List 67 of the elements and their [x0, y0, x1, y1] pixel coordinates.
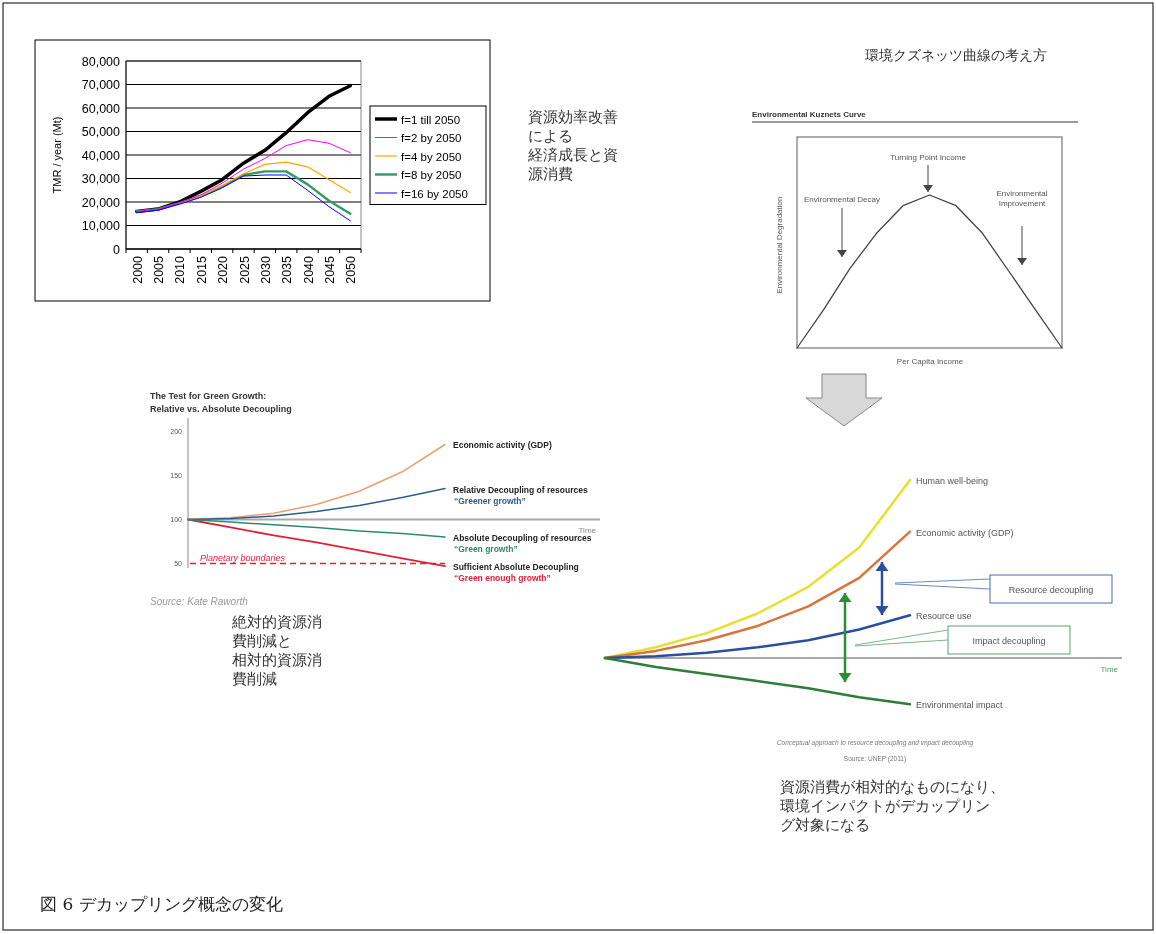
line-series — [136, 174, 351, 222]
y-tick-label: 60,000 — [81, 101, 121, 116]
text: “Greener growth” — [454, 495, 526, 506]
x-tick-label: 2025 — [237, 255, 252, 284]
series-label: Resource use — [916, 611, 972, 622]
text: 絶対的資源消 — [231, 613, 322, 630]
annotation: Environmental Decay — [803, 195, 881, 204]
y-tick-label: 0 — [113, 242, 121, 257]
series-label: Environmental impact — [916, 700, 1004, 711]
x-tick-label: 2035 — [280, 255, 295, 284]
y-tick-label: 40,000 — [81, 148, 121, 163]
series-label: Absolute Decoupling of resources — [453, 533, 592, 544]
text: 費削減と — [232, 632, 292, 649]
x-tick-label: 2015 — [194, 255, 209, 284]
text: 環境インパクトがデカップリン — [780, 797, 990, 814]
y-tick-label: 10,000 — [81, 219, 121, 233]
ref-line-label: Time — [1100, 665, 1119, 674]
series-label: Economic activity (GDP) — [916, 527, 1014, 538]
line-series — [136, 139, 351, 212]
x-tick-label: 2045 — [322, 255, 337, 284]
legend-label: f=4 by 2050 — [401, 150, 462, 163]
text: Resource decoupling — [1008, 585, 1094, 595]
legend-label: f=16 by 2050 — [401, 187, 468, 200]
text: 経済成長と資 — [527, 146, 618, 163]
x-tick-label: 2030 — [258, 255, 273, 284]
y-tick-label: 30,000 — [81, 172, 121, 186]
text: 資源消費が相対的なものになり、 — [780, 778, 1005, 795]
legend-label: f=2 by 2050 — [401, 132, 462, 144]
x-tick-label: 2020 — [216, 255, 231, 284]
y-tick-label: 80,000 — [81, 54, 121, 69]
x-tick-label: 2010 — [173, 255, 188, 284]
text: 図 6 デカップリング概念の変化 — [40, 894, 283, 914]
y-tick-label: 50,000 — [81, 125, 121, 139]
line-series — [135, 170, 352, 215]
y-axis-title: TMR / year (Mt) — [51, 116, 63, 194]
chart-title: 環境クズネッツ曲線の考え方 — [865, 47, 1047, 63]
ref-line-label: Planetary boundaries — [200, 552, 286, 563]
series-label: Sufficient Absolute Decoupling — [453, 562, 579, 573]
text: Turning Point Income — [890, 153, 967, 162]
text: “Green growth” — [454, 544, 518, 555]
x-tick-label: 2050 — [344, 255, 359, 284]
chart-title: The Test for Green Growth: Relative vs. Absolute Decoupling — [150, 391, 292, 414]
ref-line-label: Time — [578, 526, 597, 536]
text: 費削減 — [232, 670, 277, 687]
x-axis-title: Per Capita Income — [896, 357, 964, 366]
x-tick-label: 2005 — [152, 255, 167, 284]
chart-subtitle: Environmental Kuznets Curve — [752, 110, 867, 119]
line-series — [187, 518, 446, 538]
text: 源消費 — [528, 165, 573, 182]
legend-label: f=1 till 2050 — [401, 113, 461, 126]
text: による — [528, 127, 573, 144]
source-note: Source: Kate Raworth — [150, 596, 249, 607]
text: “Green enough growth” — [454, 573, 551, 584]
annotation: Environmental Improvement — [996, 189, 1048, 208]
x-tick-label: 2040 — [301, 255, 316, 284]
y-axis-title: Environmental Degradation — [775, 196, 784, 294]
series-label: Relative Decoupling of resources — [453, 484, 588, 495]
series-label: Economic activity (GDP) — [453, 440, 552, 451]
y-tick-label: 70,000 — [81, 78, 121, 92]
text: Impact decoupling — [972, 636, 1046, 646]
series-label: Human well-being — [916, 476, 989, 486]
y-tick-label: 20,000 — [81, 195, 121, 210]
text: グ対象になる — [780, 816, 870, 833]
text: 相対的資源消 — [232, 651, 322, 668]
text: 資源効率改善 — [528, 108, 618, 125]
x-tick-label: 2000 — [130, 255, 145, 284]
legend-label: f=8 by 2050 — [401, 169, 462, 181]
